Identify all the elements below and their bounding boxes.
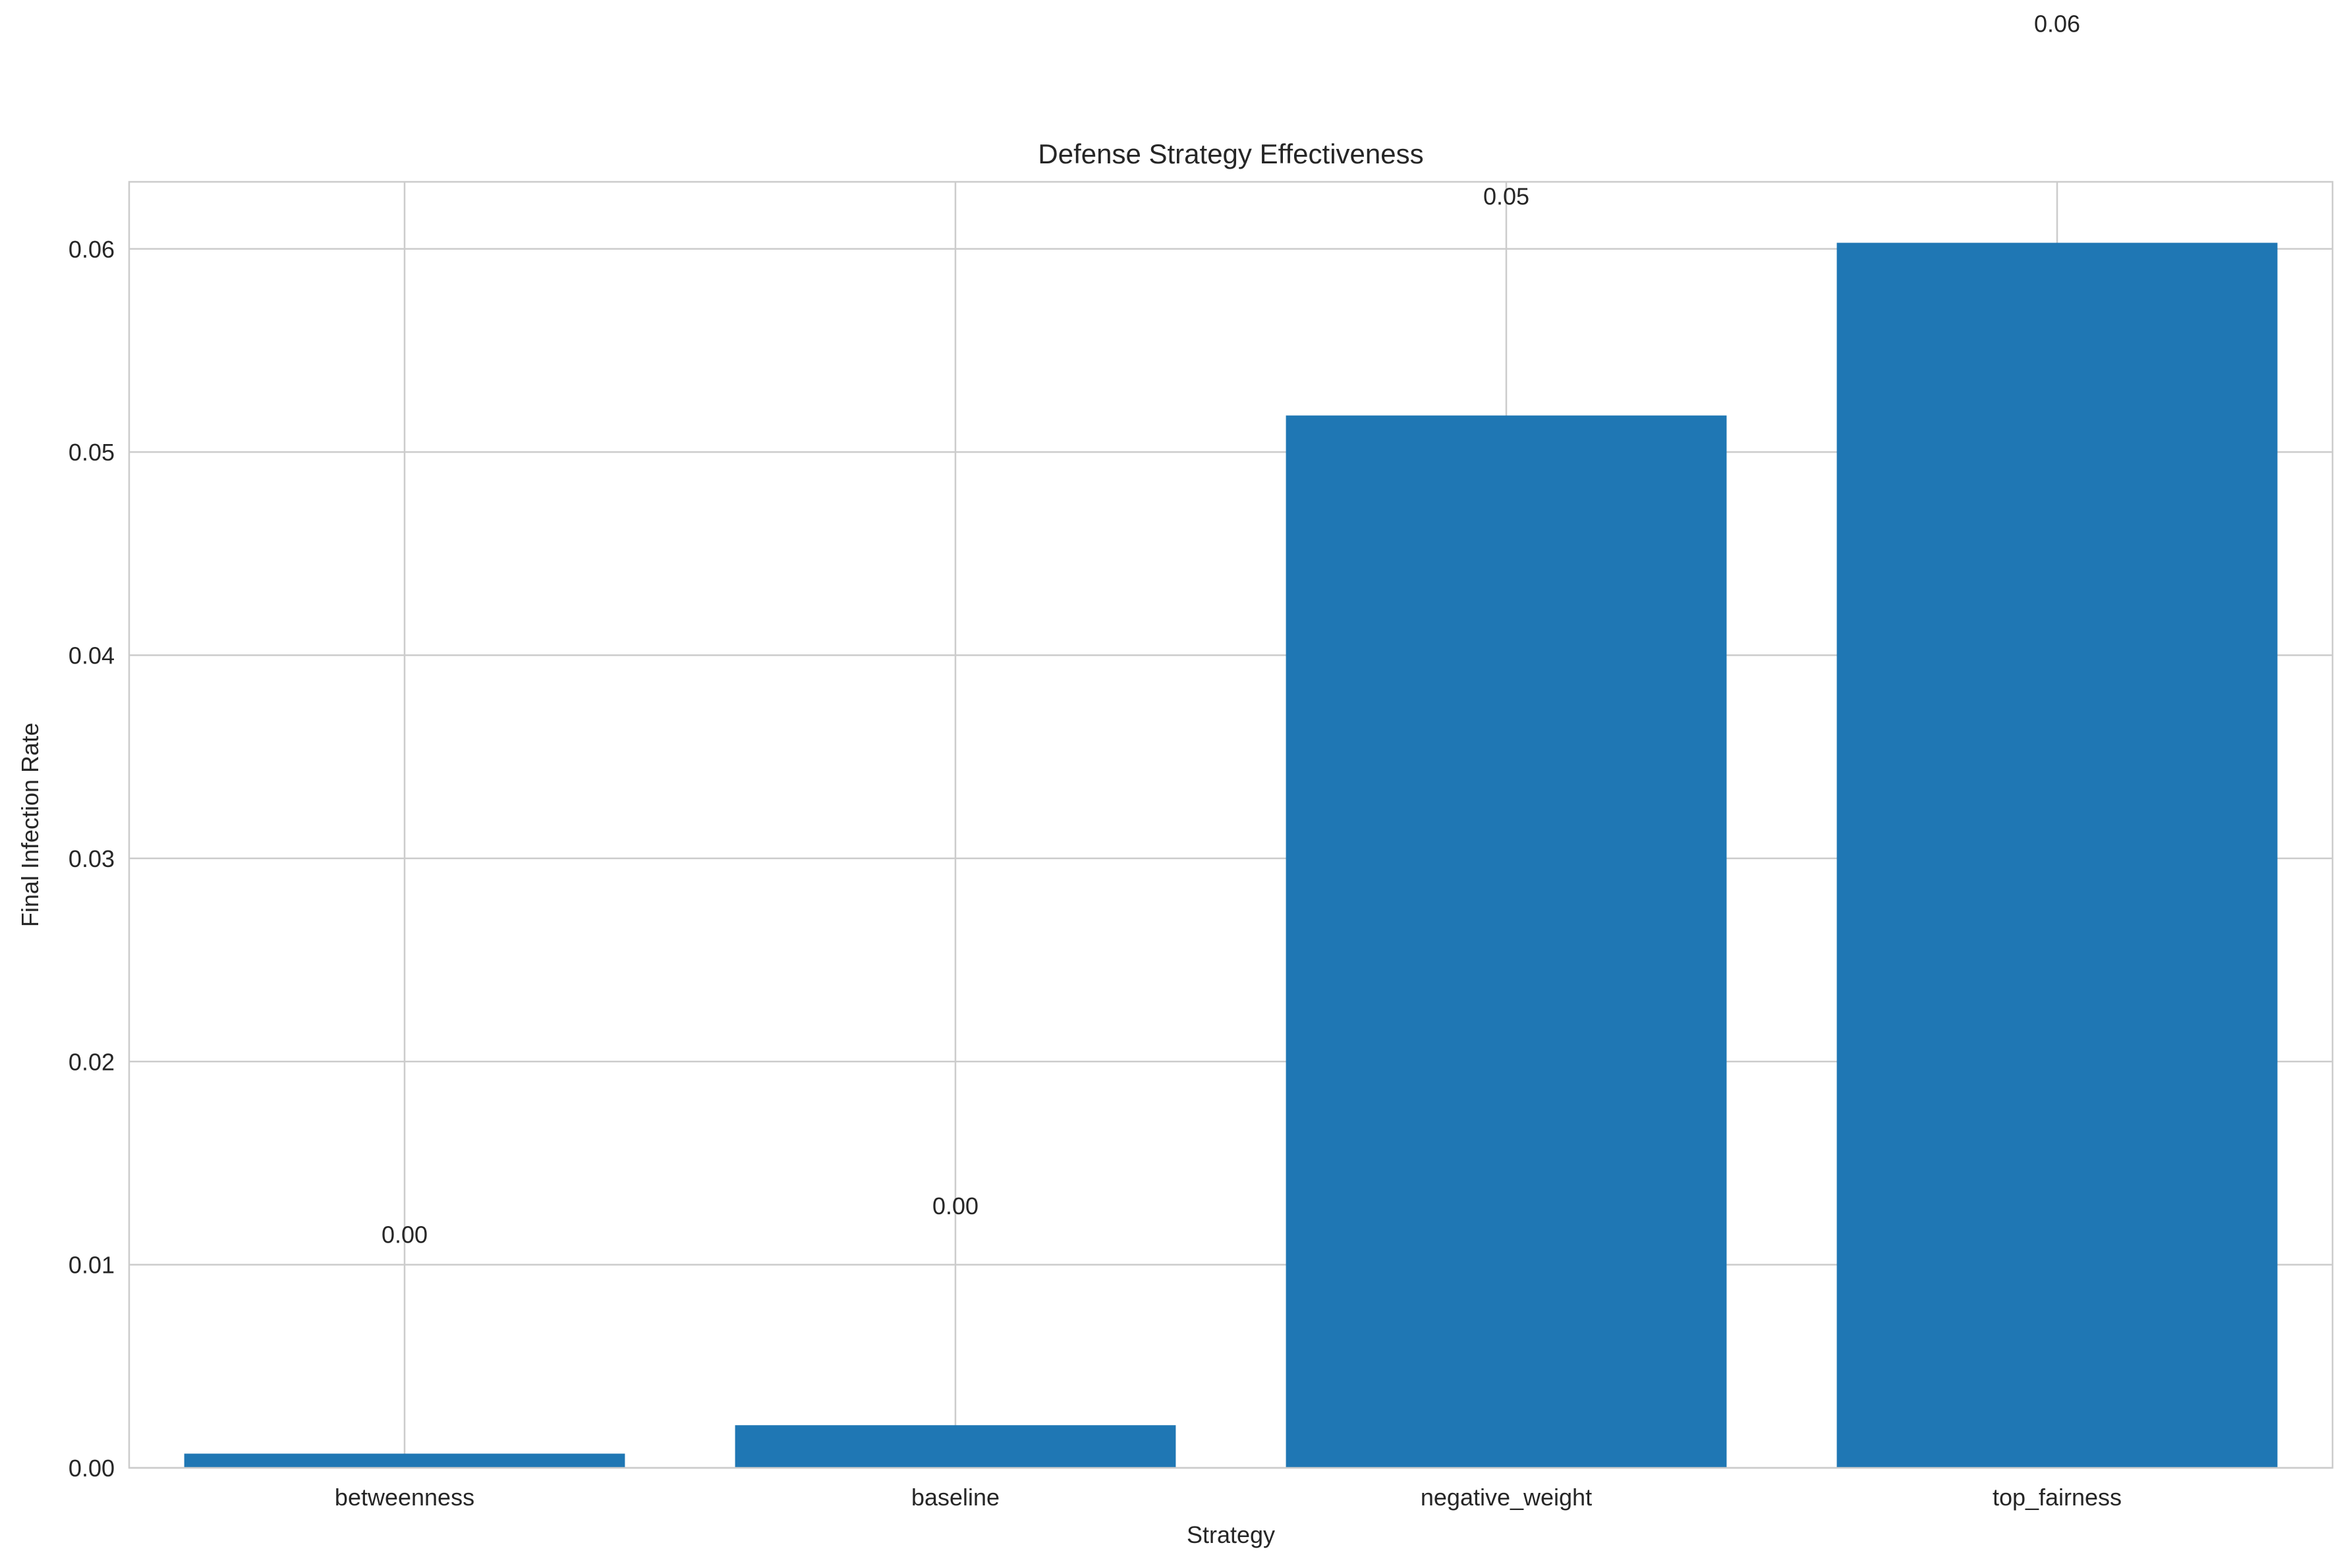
x-tick-label: top_fairness xyxy=(1993,1484,2122,1511)
data-label: 0.05 xyxy=(1483,183,1529,210)
y-tick-label: 0.01 xyxy=(69,1252,115,1279)
y-tick-label: 0.00 xyxy=(69,1455,115,1482)
x-tick-label: baseline xyxy=(911,1484,1000,1511)
data-label: 0.00 xyxy=(932,1192,978,1219)
x-tick-label: negative_weight xyxy=(1421,1484,1592,1511)
x-tick-label: betweenness xyxy=(335,1484,474,1511)
chart-title: Defense Strategy Effectiveness xyxy=(1038,138,1423,169)
y-axis-label: Final Infection Rate xyxy=(16,723,43,927)
bar-baseline xyxy=(735,1425,1176,1468)
y-tick-label: 0.04 xyxy=(69,642,115,669)
bar-top_fairness xyxy=(1836,242,2278,1468)
bar-negative_weight xyxy=(1286,415,1727,1469)
bar-betweenness xyxy=(184,1453,625,1468)
y-tick-label: 0.06 xyxy=(69,236,115,263)
data-labels-layer: 0.00 0.00 0.05 0.06 xyxy=(382,11,2080,1248)
y-tick-label: 0.05 xyxy=(69,439,115,466)
tick-labels-layer: 0.00 0.01 0.02 0.03 0.04 0.05 0.06 betweenness b… xyxy=(69,236,2122,1511)
y-tick-label: 0.02 xyxy=(69,1048,115,1075)
data-label: 0.00 xyxy=(382,1221,428,1248)
y-tick-label: 0.03 xyxy=(69,845,115,872)
plot-frame xyxy=(128,181,2334,1469)
x-axis-label: Strategy xyxy=(1187,1521,1275,1548)
data-label: 0.06 xyxy=(2034,11,2080,38)
bars-layer xyxy=(184,242,2278,1469)
